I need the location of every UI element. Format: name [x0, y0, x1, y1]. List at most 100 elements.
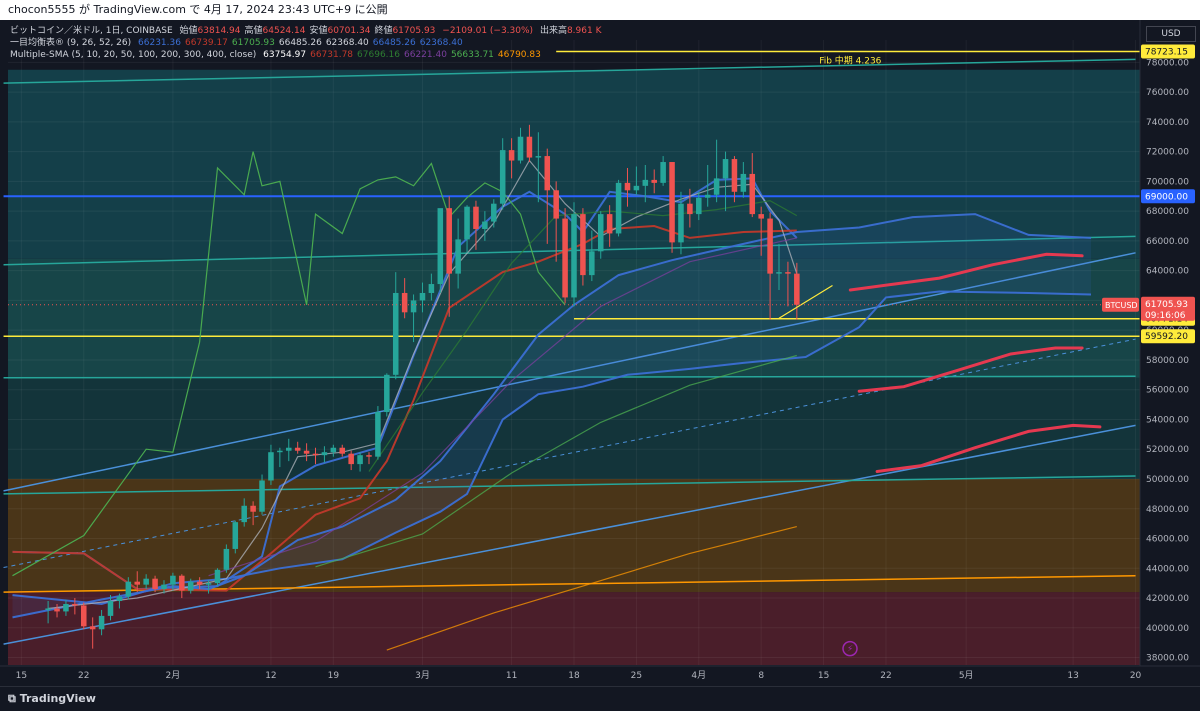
candle-body — [410, 300, 417, 313]
time-tick-label: 5月 — [959, 670, 974, 681]
price-tick-label: 72000.00 — [1146, 148, 1189, 158]
candle-body — [214, 569, 221, 584]
price-tick-label: 42000.00 — [1146, 594, 1189, 604]
indicator-line-0 — [12, 177, 798, 591]
candle-body — [45, 608, 51, 610]
sma-values: 63754.97 66731.78 67696.16 66221.40 56633.71… — [259, 50, 541, 60]
trend-line-outer3 — [3, 475, 1136, 495]
candle-body — [597, 214, 604, 252]
price-tick-label: 38000.00 — [1146, 654, 1189, 664]
trend-line-outer — [3, 235, 1136, 266]
tradingview-logo[interactable]: ⧉ TradingView — [8, 692, 96, 705]
price-zone — [8, 377, 1140, 479]
time-tick-label: 22 — [78, 671, 89, 681]
candle-body — [116, 596, 123, 602]
legend-ichimoku-row[interactable]: 一目均衡表® (9, 26, 52, 26) 66231.36 66739.17 6… — [10, 37, 601, 49]
price-tick-label: 52000.00 — [1146, 445, 1189, 455]
candle-body — [98, 615, 105, 630]
candle-body — [713, 178, 720, 195]
legend-sma-row[interactable]: Multiple-SMA (5, 10, 20, 50, 100, 200, 3… — [10, 49, 601, 61]
countdown-label: 09:16:06 — [1145, 311, 1186, 321]
price-tag — [1141, 189, 1195, 204]
ichimoku-value: 66739.17 — [184, 38, 228, 48]
volume-value: 8.961 K — [566, 26, 602, 36]
ohlc-key: 終値 — [374, 26, 393, 36]
candle-body — [455, 239, 461, 274]
price-chart[interactable]: Fib 中期 4.236 38000.00 40000.00 42000.00 4400… — [0, 20, 1200, 686]
price-tick-label: 70000.00 — [1146, 177, 1189, 187]
candle-body — [722, 159, 729, 179]
ohlc-value: 61705.93 — [392, 26, 436, 36]
candle-body — [482, 221, 488, 229]
time-tick-label: 4月 — [691, 670, 706, 681]
candle-body — [259, 480, 265, 512]
candle-body — [473, 206, 479, 229]
currency-selector[interactable]: USD — [1146, 26, 1196, 42]
ohlc-key: 安値 — [309, 26, 328, 36]
sma-name: Multiple-SMA (5, 10, 20, 50, 100, 200, 3… — [10, 50, 257, 60]
candle-body — [464, 206, 470, 240]
footer-bar: ⧉ TradingView — [0, 686, 1200, 711]
candle-body — [624, 182, 631, 191]
candle-body — [535, 156, 542, 158]
candle-body — [687, 203, 693, 215]
candle-body — [785, 272, 791, 274]
time-tick-label: 2月 — [166, 670, 181, 681]
brand-name: TradingView — [19, 692, 96, 705]
candle-body — [669, 162, 675, 243]
candle-body — [125, 581, 132, 597]
ohlc-values: 始値63814.94 高値64524.14 安値60701.34 終値61705.93 — [176, 26, 436, 36]
ichimoku-value: 66485.26 — [372, 38, 416, 48]
price-tag-label: 78723.15 — [1145, 48, 1188, 58]
ohlc-value: 64524.14 — [262, 26, 306, 36]
candle-body — [250, 505, 256, 512]
price-tick-label: 54000.00 — [1146, 415, 1189, 425]
ichimoku-value: 62368.40 — [419, 38, 463, 48]
symbol-tag-label: BTCUSD — [1105, 301, 1138, 310]
price-tag — [1141, 44, 1195, 59]
ohlc-key: 始値 — [179, 26, 198, 36]
candle-body — [241, 505, 247, 523]
candle-body — [758, 214, 764, 219]
candle-body — [571, 214, 577, 298]
candle-body — [63, 603, 69, 612]
ohlc-value: 63814.94 — [197, 26, 241, 36]
candle-body — [401, 292, 408, 313]
price-axis-panel — [1140, 20, 1200, 686]
time-tick-label: 18 — [568, 671, 580, 681]
time-tick-label: 22 — [880, 671, 891, 681]
candle-body — [107, 601, 114, 616]
candle-body — [678, 203, 684, 243]
price-tick-label: 46000.00 — [1146, 535, 1189, 545]
candle-body — [268, 452, 274, 481]
time-tick-label: 19 — [328, 671, 340, 681]
candle-body — [81, 605, 87, 627]
candle-body — [312, 453, 319, 456]
publish-text: chocon5555 が TradingView.com で 4月 17, 20… — [8, 3, 388, 16]
candle-body — [294, 447, 301, 451]
time-tick-label: 20 — [1130, 671, 1142, 681]
candle-body — [303, 450, 310, 454]
candle-body — [232, 522, 239, 549]
ichimoku-values: 66231.36 66739.17 61705.93 66485.26 62368.40… — [134, 38, 463, 48]
sma-value: 46790.83 — [497, 50, 541, 60]
candle-body — [651, 179, 657, 183]
candle-body — [143, 578, 149, 585]
time-tick-label: 8 — [758, 671, 764, 681]
indicator-line-1 — [12, 224, 797, 592]
candle-body — [375, 412, 381, 457]
trend-line-lower — [3, 424, 1136, 645]
ichimoku-value: 66485.26 — [278, 38, 322, 48]
candle-body — [72, 603, 78, 606]
fib-label: Fib 中期 4.236 — [819, 55, 881, 67]
time-axis-panel — [0, 666, 1200, 686]
candle-body — [366, 455, 372, 457]
candle-body — [580, 214, 586, 276]
ichimoku-value: 62368.40 — [325, 38, 369, 48]
candle-body — [437, 208, 444, 285]
candle-body — [330, 447, 337, 453]
candle-body — [499, 150, 506, 204]
candle-body — [339, 447, 346, 454]
price-tick-label: 40000.00 — [1146, 624, 1189, 634]
lightning-icon — [842, 640, 858, 657]
